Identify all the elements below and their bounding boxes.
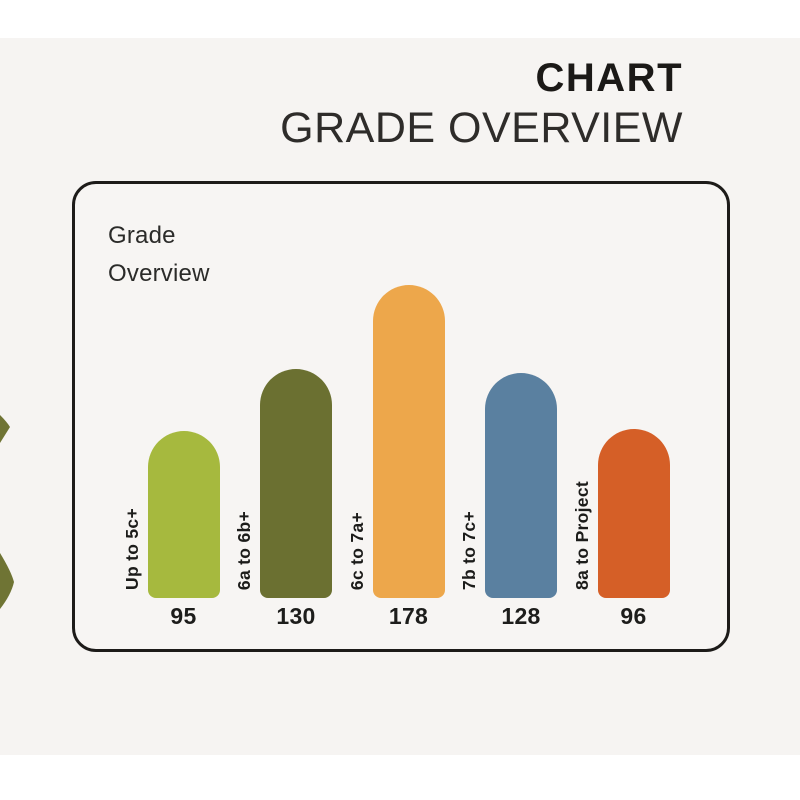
category-label: 6a to 6b+ bbox=[234, 510, 254, 590]
value-label: 178 bbox=[388, 603, 429, 629]
bar-up-to-5c- bbox=[147, 431, 220, 598]
bar-7b-to-7c- bbox=[485, 373, 557, 598]
section-kicker: CHART bbox=[535, 56, 683, 100]
category-label: 6c to 7a+ bbox=[346, 511, 367, 590]
grade-overview-chart-panel: Grade Overview Up to 5c+ 6a to 6b+ 6c to 7… bbox=[72, 181, 730, 652]
category-label: Up to 5c+ bbox=[121, 508, 142, 590]
values-row: 95 130 178 128 96 bbox=[75, 603, 727, 633]
page-header: CHART GRADE OVERVIEW bbox=[280, 58, 683, 150]
value-label: 96 bbox=[620, 603, 647, 629]
category-label: 7b to 7c+ bbox=[459, 510, 479, 590]
value-label: 95 bbox=[170, 603, 197, 629]
bar-6a-to-6b- bbox=[260, 369, 332, 598]
left-edge-deco-shape-small bbox=[0, 415, 10, 443]
category-label: 8a to Project bbox=[571, 481, 592, 590]
page-title: GRADE OVERVIEW bbox=[280, 104, 683, 152]
chart-panel-title: Grade Overview bbox=[108, 222, 210, 287]
bar-8a-to-project bbox=[597, 429, 670, 598]
plot-area: Up to 5c+ 6a to 6b+ 6c to 7a+ 7b to 7c+ 8a t… bbox=[75, 184, 727, 598]
value-label: 128 bbox=[501, 603, 541, 629]
left-edge-deco-shape-large bbox=[0, 553, 14, 609]
value-label: 130 bbox=[276, 603, 316, 629]
bar-6c-to-7a- bbox=[372, 285, 445, 598]
